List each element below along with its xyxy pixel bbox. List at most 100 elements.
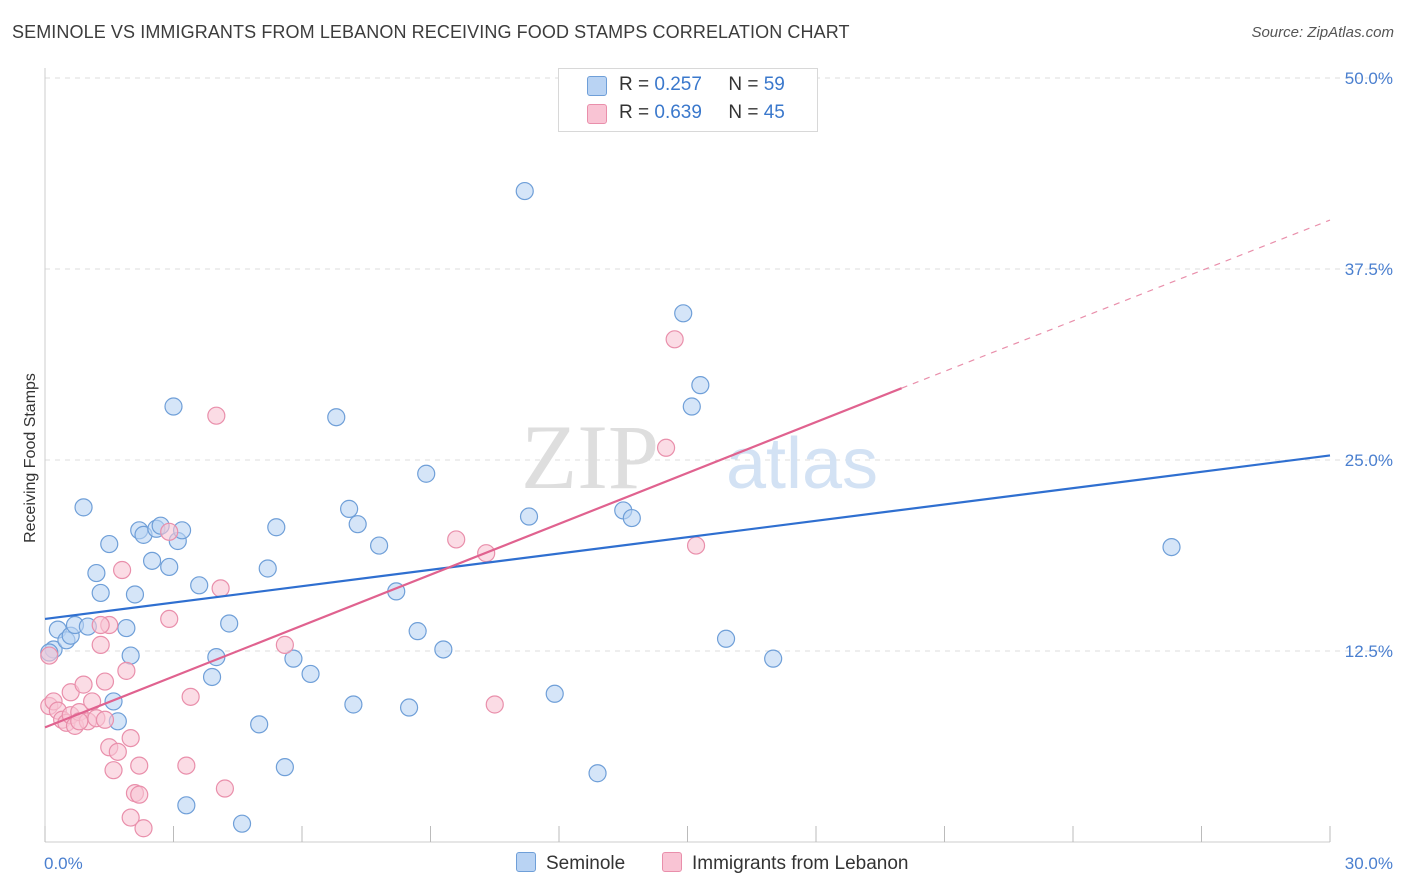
seminole-point (674, 304, 693, 323)
seminole-point (258, 559, 277, 578)
seminole-point (190, 576, 209, 595)
chart-title: SEMINOLE VS IMMIGRANTS FROM LEBANON RECE… (12, 22, 850, 42)
lebanon-point (275, 635, 294, 654)
lebanon-point (40, 646, 59, 665)
x-tick-label-max: 30.0% (1345, 854, 1393, 873)
y-tick-label: 50.0% (1345, 69, 1393, 88)
seminole-point (267, 518, 286, 537)
seminole-point (399, 698, 419, 717)
lebanon-point (112, 560, 132, 580)
seminole-point (716, 629, 736, 648)
y-tick-label: 37.5% (1345, 260, 1393, 279)
lebanon-point (95, 672, 115, 691)
lebanon-point (134, 819, 153, 838)
seminole-point (691, 376, 710, 395)
y-tick-label: 25.0% (1345, 451, 1393, 470)
lebanon-trend-line (44, 387, 903, 729)
lebanon-trend-extension (901, 219, 1331, 389)
lebanon-point (130, 756, 149, 775)
chart-source: Source: ZipAtlas.com (1251, 24, 1394, 41)
seminole-point (417, 464, 436, 483)
seminole-point (100, 534, 119, 554)
seminole-point (177, 796, 196, 815)
legend-r-value: 0.639 (654, 102, 702, 123)
seminole-point (434, 640, 453, 659)
bottom-legend-label-seminole: Seminole (546, 853, 626, 874)
lebanon-point (447, 530, 466, 549)
seminole-point (588, 764, 607, 783)
legend-n-label: N = (728, 102, 759, 123)
watermark-zip: ZIP (521, 406, 659, 508)
seminole-point (91, 583, 110, 603)
seminole-point (622, 508, 641, 528)
bottom-legend-seminole: Seminole (516, 852, 625, 875)
seminole-point (344, 695, 363, 714)
lebanon-point (121, 808, 140, 827)
seminole-trend-line (44, 454, 1331, 621)
legend-n-value: 59 (763, 74, 785, 95)
lebanon-point (485, 695, 504, 714)
legend-n-value: 45 (763, 102, 785, 123)
legend-r-value: 0.257 (654, 74, 702, 95)
seminole-point (125, 585, 145, 604)
seminole-point (545, 684, 564, 703)
seminole-point (117, 618, 136, 638)
seminole-point (1162, 537, 1181, 557)
seminole-point (340, 499, 359, 518)
bottom-legend-lebanon: Immigrants from Lebanon (662, 852, 909, 875)
lebanon-point (207, 406, 226, 425)
lebanon-point (665, 330, 684, 349)
seminole-point (250, 715, 269, 734)
lebanon-point (104, 761, 123, 780)
seminole-point (515, 181, 534, 201)
lebanon-point (160, 609, 179, 629)
seminole-point (232, 814, 252, 833)
x-tick-label-min: 0.0% (44, 854, 83, 873)
bottom-legend-swatch-seminole (516, 852, 536, 872)
lebanon-point (181, 687, 200, 706)
seminole-point (220, 614, 239, 633)
seminole-point (764, 649, 783, 668)
legend-n-label: N = (728, 74, 759, 95)
seminole-point (284, 649, 303, 668)
lebanon-point (74, 675, 93, 694)
seminole-point (202, 667, 222, 687)
seminole-point (327, 408, 346, 427)
seminole-point (87, 563, 106, 583)
lebanon-point (91, 635, 110, 654)
lebanon-point (95, 710, 115, 729)
lebanon-point (656, 438, 676, 457)
seminole-point (348, 515, 367, 534)
trend-lines (44, 219, 1331, 729)
y-axis-label: Receiving Food Stamps (22, 373, 39, 543)
y-tick-labels: 12.5% 25.0% 37.5% 50.0% (1345, 69, 1393, 661)
bottom-legend-swatch-lebanon (662, 852, 682, 872)
lebanon-point (130, 785, 149, 804)
seminole-point (275, 758, 294, 777)
seminole-point (408, 622, 427, 641)
grid (44, 68, 1390, 843)
seminole-point (142, 551, 162, 570)
lebanon-point (686, 536, 706, 555)
watermark-atlas: atlas (726, 424, 878, 504)
seminole-point (121, 646, 140, 665)
lebanon-point (121, 728, 140, 748)
legend-swatch-lebanon (587, 104, 607, 124)
legend: R = 0.257 N = 59 R = 0.639 N = 45 (558, 68, 818, 132)
legend-r-label: R = (619, 102, 650, 123)
data-points (40, 181, 1181, 838)
lebanon-point (215, 779, 234, 798)
seminole-point (164, 397, 183, 416)
lebanon-point (211, 579, 230, 598)
x-ticks (44, 826, 1331, 842)
seminole-point (519, 507, 539, 526)
lebanon-point (117, 661, 136, 680)
lebanon-point (91, 615, 110, 635)
y-tick-label: 12.5% (1345, 642, 1393, 661)
seminole-point (370, 536, 389, 555)
seminole-point (160, 557, 179, 577)
seminole-point (301, 664, 320, 684)
lebanon-point (108, 742, 127, 761)
lebanon-point (160, 522, 179, 541)
